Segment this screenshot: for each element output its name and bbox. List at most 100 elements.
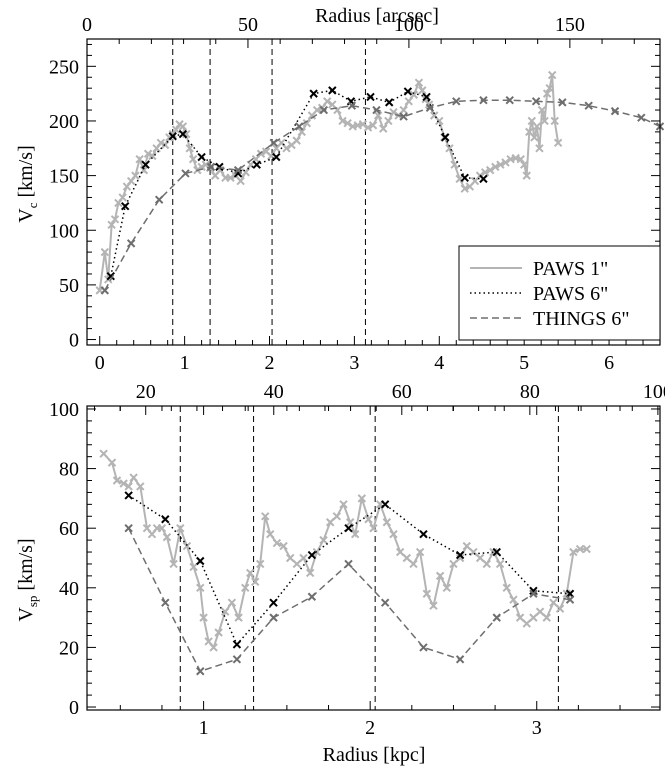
bottom-series-0-point-23	[234, 613, 243, 622]
bottom-series-1-point-9	[455, 550, 465, 560]
bottom-x-tick-label: 1	[199, 717, 209, 739]
bottom-series-2-point-8	[419, 643, 428, 652]
bottom-series-2-point-10	[492, 613, 501, 622]
bottom-series-0-point-53	[422, 589, 432, 598]
bottom-series-1-point-1	[161, 515, 170, 524]
bottom-series-0-point-66	[509, 595, 518, 604]
top-series-0-point-76	[445, 144, 454, 153]
top-series-0-point-101	[545, 83, 554, 93]
top-panel-y-axis-label: Vc [km/s]	[15, 145, 40, 222]
top-series-2-point-3	[181, 169, 190, 178]
bottom-series-0-point-5	[129, 473, 138, 482]
bottom-panel-y-axis-label: Vsp [km/s]	[15, 538, 40, 621]
top-series-0-point-59	[363, 123, 373, 132]
top-series-2-point-20	[637, 113, 646, 122]
top-series-2-point-10	[372, 105, 381, 115]
top-series-0-point-84	[486, 165, 495, 175]
bottom-y-tick-label: 20	[59, 637, 79, 659]
bottom-series-0-point-40	[339, 500, 348, 509]
top-top-tick-label: 150	[555, 14, 585, 36]
bottom-series-1-point-6	[344, 523, 353, 533]
top-series-0-point-103	[550, 116, 559, 126]
bottom-series-0-point-24	[241, 583, 250, 593]
top-series-0-point-51	[323, 97, 332, 106]
bottom-x-tick-label: 2	[365, 717, 375, 739]
bottom-series-0-point-25	[246, 568, 255, 578]
top-series-2-point-1	[126, 239, 136, 248]
bottom-series-0-point-30	[272, 538, 282, 548]
top-series-0-point-61	[373, 111, 383, 120]
top-series-0-point-45	[292, 136, 301, 145]
top-series-0-point-99	[540, 116, 549, 126]
bottom-series-0-point-26	[251, 577, 260, 587]
bottom-series-0-point-68	[522, 619, 531, 628]
top-series-2-point-6	[269, 138, 278, 148]
bottom-series-1-point-0	[124, 491, 133, 500]
top-series-2-point-12	[425, 103, 435, 113]
bottom-series-1-point-7	[380, 500, 390, 509]
top-series-1-point-19	[479, 174, 488, 184]
bottom-series-1-point-11	[529, 586, 538, 595]
bottom-series-0-point-38	[325, 518, 335, 527]
bottom-y-tick-label: 100	[49, 399, 79, 421]
top-series-0-point-66	[399, 105, 408, 115]
bottom-series-0-point-61	[475, 553, 485, 563]
bottom-series-2-point-1	[161, 598, 170, 607]
top-series-2-point-4	[206, 162, 216, 172]
bottom-series-0-point-55	[435, 571, 445, 581]
top-series-1-point-16	[422, 92, 431, 102]
top-series-1-point-8	[252, 160, 261, 169]
top-series-0-point-19	[171, 125, 181, 134]
bottom-series-2-point-0	[124, 523, 133, 533]
top-series-2-point-5	[233, 165, 243, 175]
top-series-2-point-15	[505, 95, 514, 105]
top-series-0-point-97	[535, 144, 544, 153]
top-panel-top-axis-label: Radius [arcsec]	[315, 5, 439, 27]
bottom-series-0-point-72	[549, 598, 558, 607]
bottom-top-tick-label: 20	[136, 381, 156, 403]
bottom-series-2-point-3	[232, 655, 242, 664]
bottom-series-0-point-56	[442, 583, 451, 593]
bottom-series-0-point-43	[357, 494, 367, 503]
bottom-series-2-point-6	[344, 559, 353, 569]
bottom-series-0-point-71	[542, 613, 551, 622]
bottom-x-tick-label: 3	[532, 717, 542, 739]
bottom-series-0-point-49	[395, 547, 405, 557]
top-series-0-point-95	[530, 133, 539, 142]
top-series-0-point-34	[236, 176, 245, 186]
bottom-series-0-point-2	[112, 476, 122, 485]
top-series-2-point-2	[154, 195, 164, 204]
top-x-tick-label: 2	[265, 352, 275, 374]
bottom-y-tick-label: 60	[59, 518, 79, 540]
bottom-series-0-point-73	[555, 604, 565, 613]
bottom-y-tick-label: 40	[59, 578, 79, 600]
top-series-1-point-6	[215, 162, 224, 172]
top-series-0-point-74	[435, 116, 444, 126]
bottom-series-1-point-4	[269, 598, 278, 607]
top-y-tick-label: 0	[69, 330, 79, 352]
top-series-0-point-98	[537, 105, 547, 115]
bottom-series-0-point-27	[256, 559, 265, 569]
bottom-series-0-point-13	[176, 523, 185, 533]
bottom-series-0-point-65	[502, 583, 511, 593]
top-series-0-point-62	[379, 124, 388, 133]
top-series-0-point-91	[519, 160, 529, 169]
bottom-series-0-point-76	[575, 544, 585, 554]
legend-label-paws6: PAWS 6"	[533, 283, 608, 305]
top-series-0-point-87	[501, 158, 510, 167]
bottom-series-0-point-21	[221, 607, 230, 616]
bottom-series-0-point-22	[227, 598, 237, 607]
top-series-0-point-102	[547, 70, 557, 80]
bottom-panel-plot: 1 2 3 0 20 40 60 80 100 20 40 60 80 100	[49, 381, 665, 739]
bottom-series-1-point-2	[196, 556, 205, 566]
top-series-2-point-0	[100, 286, 110, 295]
bottom-series-0-point-16	[196, 583, 205, 593]
bottom-y-tick-label: 0	[69, 697, 79, 719]
top-series-2-point-16	[531, 97, 541, 106]
bottom-series-1-point-10	[492, 547, 501, 557]
bottom-series-0-point-35	[305, 568, 315, 578]
bottom-series-0-point-17	[199, 613, 208, 622]
top-series-1-line	[110, 89, 484, 277]
